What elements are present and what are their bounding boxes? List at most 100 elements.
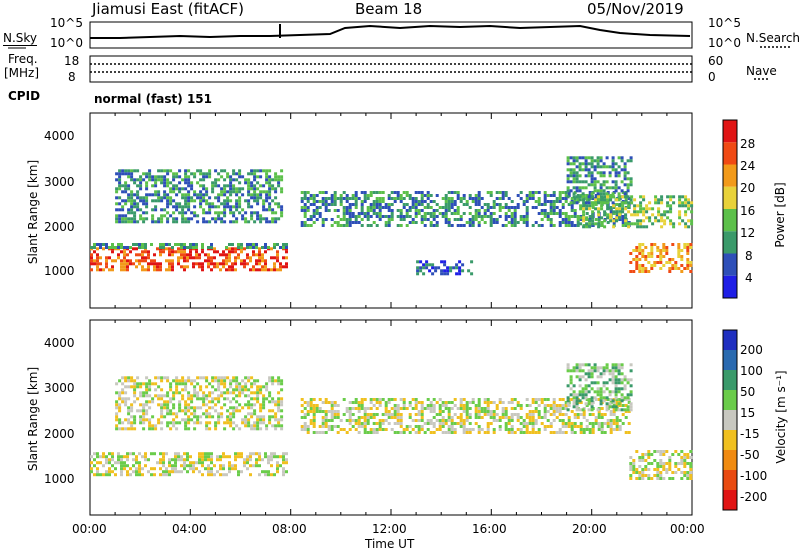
heatmap-cell	[623, 174, 627, 178]
heatmap-cell	[259, 409, 263, 413]
heatmap-cell	[585, 398, 589, 401]
heatmap-cell	[608, 174, 612, 178]
heatmap-cell	[641, 474, 645, 477]
heatmap-cell	[265, 175, 269, 179]
heatmap-cell	[561, 218, 565, 221]
heatmap-cell	[504, 212, 508, 215]
heatmap-cell	[647, 252, 651, 255]
heatmap-cell	[590, 408, 594, 412]
heatmap-cell	[635, 246, 639, 249]
heatmap-cell	[175, 415, 179, 419]
heatmap-cell	[432, 404, 436, 407]
heatmap-cell	[259, 385, 263, 389]
heatmap-cell	[566, 384, 570, 388]
heatmap-cell	[139, 208, 143, 212]
velocity-ytick: 3000	[44, 381, 75, 395]
heatmap-cell	[588, 413, 592, 416]
heatmap-cell	[438, 407, 442, 410]
heatmap-cell	[612, 204, 616, 208]
heatmap-cell	[429, 401, 433, 404]
heatmap-cell	[525, 416, 529, 419]
heatmap-cell	[219, 467, 222, 471]
heatmap-cell	[160, 421, 164, 425]
heatmap-cell	[144, 458, 147, 462]
heatmap-cell	[605, 405, 609, 409]
heatmap-cell	[618, 425, 622, 428]
heatmap-cell	[166, 202, 170, 206]
heatmap-cell	[591, 422, 595, 425]
heatmap-cell	[300, 197, 304, 200]
heatmap-cell	[623, 171, 627, 175]
heatmap-cell	[399, 197, 403, 200]
heatmap-cell	[432, 212, 436, 215]
heatmap-cell	[127, 184, 131, 188]
heatmap-cell	[133, 427, 137, 431]
heatmap-cell	[165, 268, 168, 272]
heatmap-cell	[274, 220, 278, 224]
heatmap-cell	[450, 416, 454, 419]
heatmap-cell	[124, 391, 128, 395]
heatmap-cell	[624, 207, 628, 211]
heatmap-cell	[178, 391, 182, 395]
heatmap-cell	[378, 425, 382, 428]
velocity-ytick: 2000	[44, 427, 75, 441]
heatmap-cell	[575, 180, 579, 184]
heatmap-cell	[231, 464, 234, 468]
heatmap-cell	[235, 217, 239, 221]
heatmap-cell	[210, 473, 213, 477]
heatmap-cell	[624, 224, 628, 227]
heatmap-cell	[627, 222, 631, 226]
heatmap-cell	[147, 256, 150, 260]
heatmap-cell	[659, 267, 663, 270]
heatmap-cell	[621, 413, 625, 416]
heatmap-cell	[435, 194, 439, 197]
heatmap-cell	[662, 255, 666, 258]
heatmap-cell	[611, 168, 615, 172]
heatmap-cell	[429, 194, 433, 197]
heatmap-cell	[644, 255, 648, 258]
heatmap-cell	[229, 181, 233, 185]
heatmap-cell	[348, 422, 352, 425]
heatmap-cell	[199, 196, 203, 200]
heatmap-cell	[247, 394, 251, 398]
heatmap-cell	[261, 259, 264, 263]
heatmap-cell	[543, 194, 547, 197]
heatmap-cell	[573, 215, 577, 218]
heatmap-cell	[360, 200, 364, 203]
heatmap-cell	[172, 190, 176, 194]
heatmap-cell	[614, 381, 618, 385]
heatmap-cell	[599, 192, 603, 196]
heatmap-cell	[217, 172, 221, 176]
heatmap-cell	[138, 253, 141, 257]
heatmap-cell	[399, 398, 403, 401]
heatmap-cell	[342, 206, 346, 209]
heatmap-cell	[258, 473, 261, 477]
heatmap-cell	[467, 269, 471, 273]
heatmap-cell	[351, 203, 355, 206]
heatmap-cell	[172, 175, 176, 179]
heatmap-cell	[124, 217, 128, 221]
heatmap-cell	[656, 261, 660, 264]
heatmap-cell	[127, 397, 131, 401]
heatmap-cell	[145, 184, 149, 188]
heatmap-cell	[96, 262, 99, 266]
heatmap-cell	[546, 398, 550, 401]
heatmap-cell	[629, 369, 633, 373]
heatmap-cell	[333, 203, 337, 206]
heatmap-cell	[599, 402, 603, 406]
heatmap-cell	[102, 455, 105, 459]
heatmap-cell	[431, 266, 435, 270]
heatmap-cell	[348, 413, 352, 416]
heatmap-cell	[324, 410, 328, 413]
heatmap-cell	[429, 422, 433, 425]
heatmap-cell	[462, 419, 466, 422]
heatmap-cell	[333, 197, 337, 200]
heatmap-cell	[333, 209, 337, 212]
heatmap-cell	[626, 408, 630, 412]
heatmap-cell	[687, 225, 691, 229]
heatmap-cell	[659, 462, 663, 465]
heatmap-cell	[393, 197, 397, 200]
heatmap-cell	[234, 455, 237, 459]
heatmap-cell	[259, 190, 263, 194]
heatmap-cell	[147, 250, 150, 254]
